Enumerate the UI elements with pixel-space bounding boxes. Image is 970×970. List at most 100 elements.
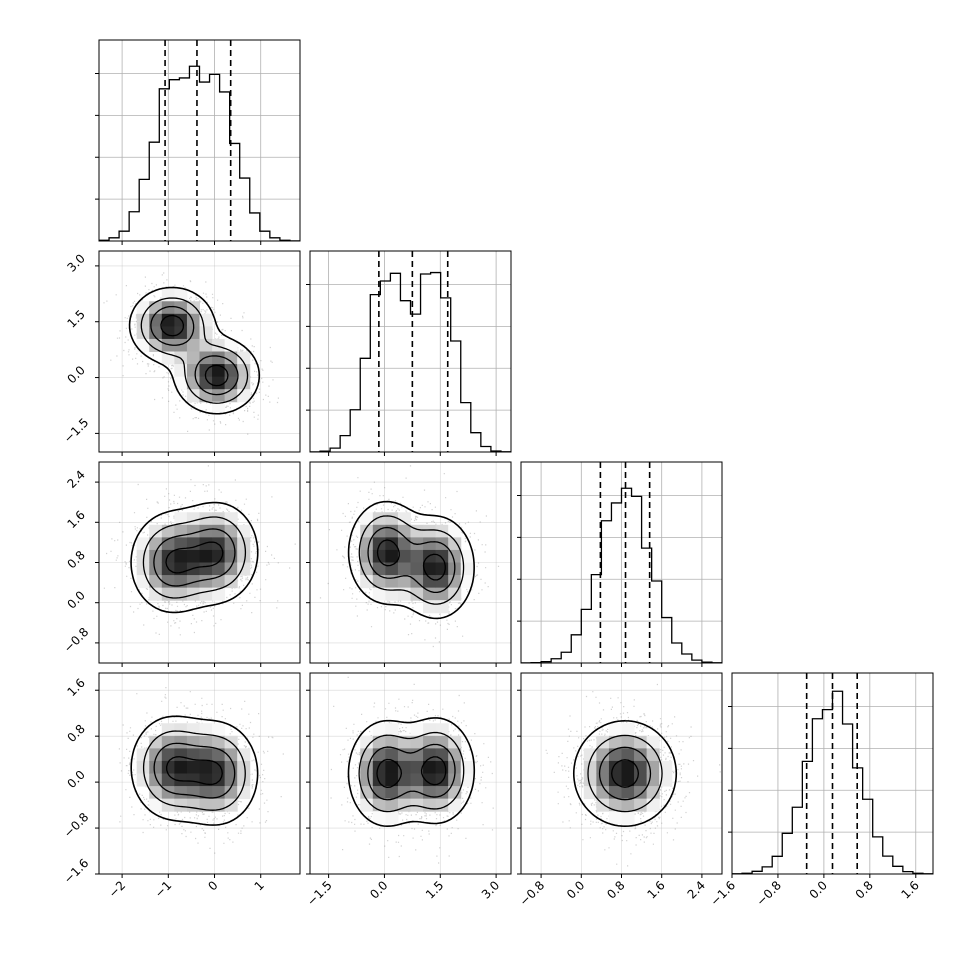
y-tick-label: 1.6 bbox=[64, 508, 87, 531]
density-cell bbox=[435, 575, 449, 589]
density-cell bbox=[583, 773, 597, 787]
density-cell bbox=[149, 760, 163, 774]
density-cell bbox=[174, 748, 188, 762]
density-cell bbox=[621, 798, 635, 812]
density-cell bbox=[596, 748, 610, 762]
density-cell bbox=[186, 575, 200, 589]
density-cell bbox=[621, 748, 635, 762]
density-cell bbox=[360, 786, 374, 800]
histogram-step-3 bbox=[732, 690, 933, 874]
density-cell bbox=[136, 773, 150, 787]
density-cell bbox=[372, 760, 386, 774]
scatter-panel-3-0: −2 −1 0 1 −1.6 −0.8 0.0 0.8 1.6 bbox=[61, 672, 301, 901]
density-cell bbox=[199, 587, 213, 601]
density-cell bbox=[385, 537, 399, 551]
x-tick-label: 0.0 bbox=[564, 878, 587, 901]
density-cell bbox=[212, 338, 226, 352]
contour-3 bbox=[160, 314, 229, 387]
contour-1 bbox=[142, 516, 247, 599]
density-cell bbox=[149, 549, 163, 563]
density-cell bbox=[161, 575, 175, 589]
density-cell bbox=[174, 512, 188, 526]
x-tick-label: −1 bbox=[152, 878, 174, 900]
density-cell bbox=[621, 773, 635, 787]
density-cell bbox=[360, 735, 374, 749]
density-cell bbox=[621, 811, 635, 825]
density-cell bbox=[372, 773, 386, 787]
contour-2 bbox=[367, 526, 456, 594]
x-tick-label: 2.4 bbox=[685, 878, 708, 901]
density-cell bbox=[435, 723, 449, 737]
density-cell bbox=[224, 760, 238, 774]
density-cell bbox=[448, 537, 462, 551]
density-cell bbox=[372, 735, 386, 749]
density-cell bbox=[186, 748, 200, 762]
density-cell bbox=[136, 326, 150, 340]
density-cell bbox=[385, 512, 399, 526]
density-cell bbox=[149, 786, 163, 800]
density-cell bbox=[161, 798, 175, 812]
contour-0 bbox=[130, 501, 259, 614]
density-cell bbox=[186, 326, 200, 340]
density-cell bbox=[212, 512, 226, 526]
density-cell bbox=[608, 723, 622, 737]
density-cell bbox=[397, 748, 411, 762]
density-cell bbox=[460, 575, 474, 589]
density-cell bbox=[372, 748, 386, 762]
x-tick-label: −0.8 bbox=[754, 878, 785, 909]
density-cell bbox=[161, 760, 175, 774]
y-tick-label: 0.8 bbox=[64, 722, 87, 745]
density-cell bbox=[199, 537, 213, 551]
scatter-points bbox=[118, 687, 284, 854]
density-cell bbox=[149, 338, 163, 352]
contour-3 bbox=[611, 759, 639, 788]
density-cell bbox=[161, 587, 175, 601]
density-cell bbox=[212, 760, 226, 774]
density-cell bbox=[410, 748, 424, 762]
density-cell bbox=[621, 760, 635, 774]
density-cell bbox=[149, 562, 163, 576]
density-cell bbox=[186, 773, 200, 787]
scatter-panel-3-2: −0.8 0.0 0.8 1.6 2.4 bbox=[517, 672, 723, 909]
density-cell bbox=[423, 748, 437, 762]
density-cell bbox=[621, 723, 635, 737]
density-cell bbox=[634, 735, 648, 749]
density-cell bbox=[360, 798, 374, 812]
contour-2 bbox=[150, 305, 239, 396]
density-cell bbox=[212, 351, 226, 365]
density-cell bbox=[174, 562, 188, 576]
density-cell bbox=[435, 587, 449, 601]
density-cell bbox=[161, 549, 175, 563]
density-cell bbox=[435, 600, 449, 614]
density-cell bbox=[608, 735, 622, 749]
density-cell bbox=[385, 723, 399, 737]
density-cell bbox=[161, 748, 175, 762]
density-cell bbox=[397, 524, 411, 538]
density-cell bbox=[596, 760, 610, 774]
histogram-panel-1 bbox=[306, 250, 512, 456]
density-cell bbox=[385, 587, 399, 601]
y-tick-label: 0.0 bbox=[64, 768, 87, 791]
density-cell bbox=[161, 288, 175, 302]
density-cell bbox=[385, 524, 399, 538]
contour-3 bbox=[165, 756, 223, 786]
density-cell bbox=[149, 301, 163, 315]
density-cell bbox=[583, 786, 597, 800]
density-cell bbox=[186, 301, 200, 315]
density-cell bbox=[199, 351, 213, 365]
density-cell bbox=[237, 748, 251, 762]
density-cell bbox=[423, 562, 437, 576]
density-cell bbox=[224, 338, 238, 352]
density-cell bbox=[212, 376, 226, 390]
y-tick-label: 0.8 bbox=[64, 548, 87, 571]
density-cell bbox=[199, 723, 213, 737]
density-cell bbox=[174, 798, 188, 812]
density-cell bbox=[423, 760, 437, 774]
y-tick-label: 2.4 bbox=[64, 468, 87, 491]
density-cell bbox=[174, 735, 188, 749]
density-cell bbox=[237, 364, 251, 378]
density-cell bbox=[199, 760, 213, 774]
density-cell bbox=[174, 786, 188, 800]
x-tick-label: −1.5 bbox=[304, 878, 335, 909]
density-cell bbox=[224, 562, 238, 576]
